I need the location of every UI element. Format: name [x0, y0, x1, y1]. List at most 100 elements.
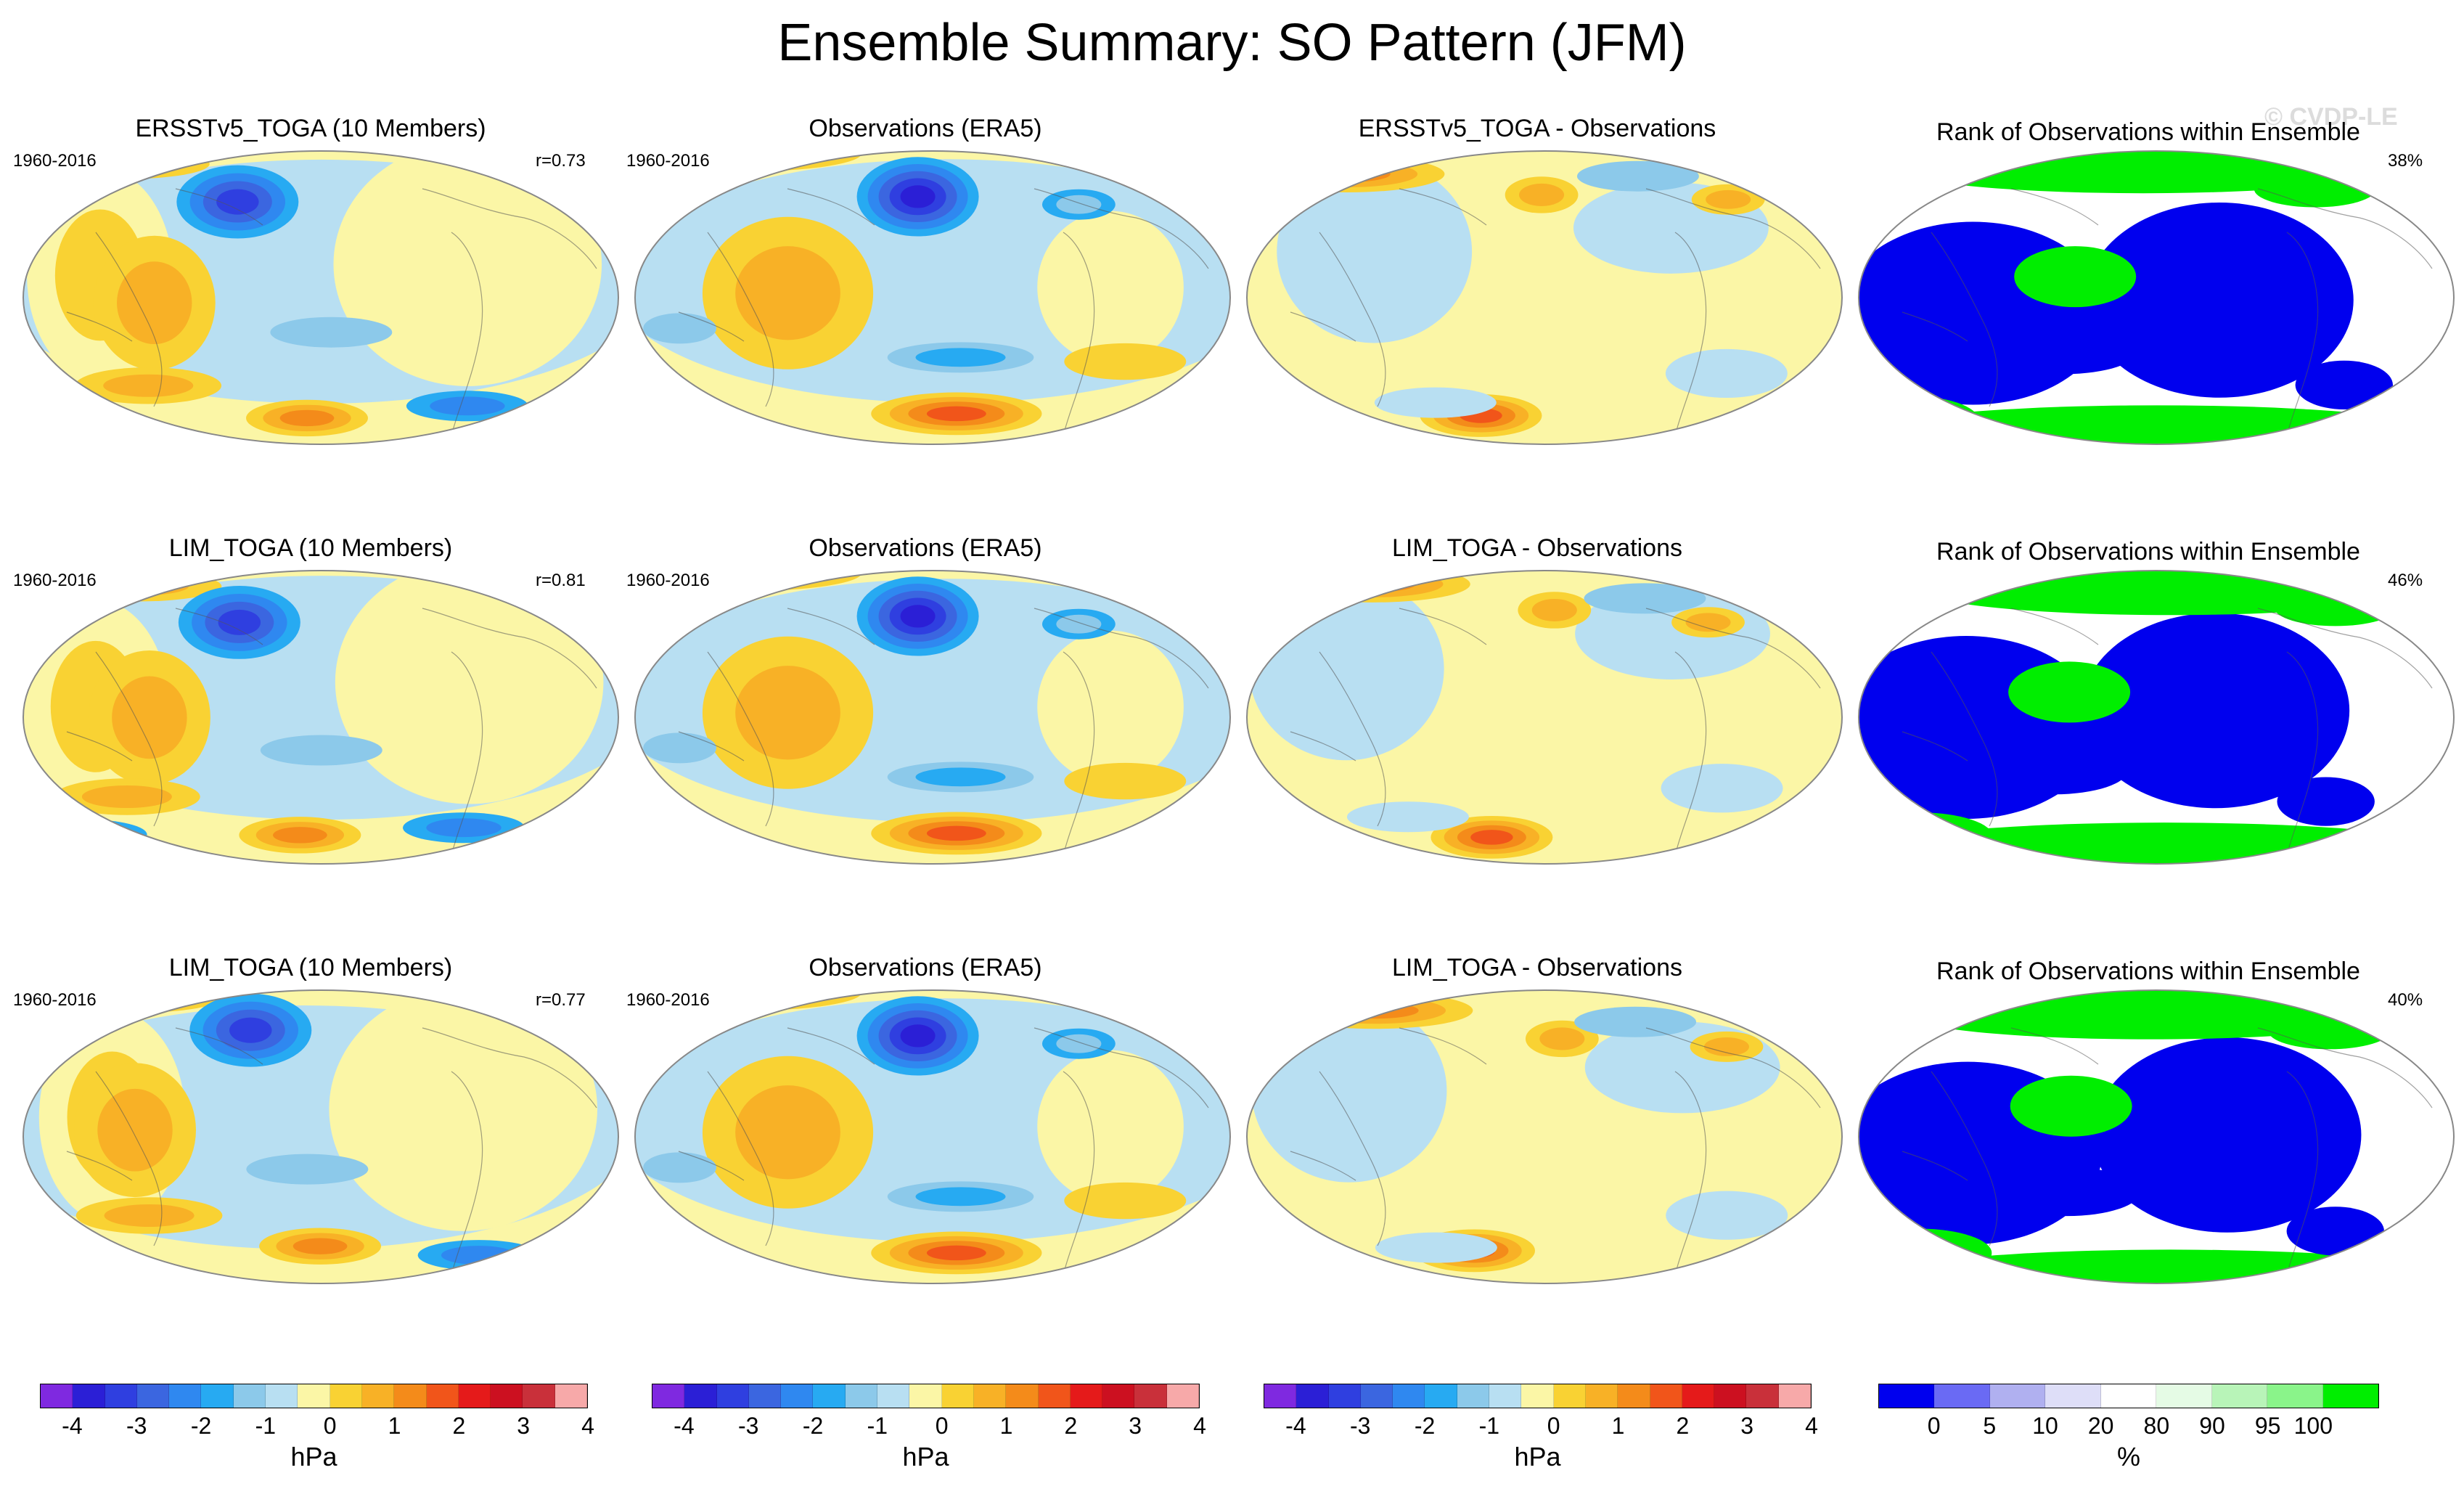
colorbar-swatch	[1296, 1384, 1329, 1408]
colorbar-tick-label: -1	[867, 1413, 888, 1439]
panel-title-obs: Observations (ERA5)	[809, 534, 1042, 562]
colorbar-tick-label: -2	[1414, 1413, 1436, 1439]
colorbar-swatch	[1714, 1384, 1747, 1408]
colorbar-swatch	[233, 1384, 266, 1408]
colorbar-swatch	[2322, 1384, 2378, 1408]
map-rank-row3	[1858, 989, 2455, 1284]
map-model-row1	[22, 150, 619, 445]
panel-period: 1960-2016	[13, 151, 97, 171]
colorbar-tick-label: 95	[2254, 1413, 2281, 1439]
map-obs-row3	[634, 989, 1231, 1284]
colorbar-tick-label: 100	[2293, 1413, 2333, 1439]
colorbar-swatch	[1585, 1384, 1618, 1408]
colorbar-swatch	[1070, 1384, 1103, 1408]
colorbar-swatch	[458, 1384, 491, 1408]
colorbar-swatch	[1746, 1384, 1779, 1408]
colorbar-swatch	[1166, 1384, 1200, 1408]
colorbar-tick-label: -1	[1478, 1413, 1500, 1439]
map-obs-row2	[634, 570, 1231, 865]
colorbar-tick-label: 4	[1193, 1413, 1206, 1439]
panel-period: 1960-2016	[626, 151, 710, 171]
colorbar-swatch	[266, 1384, 298, 1408]
panel-title-model: LIM_TOGA (10 Members)	[168, 534, 453, 562]
colorbar-tick-label: 0	[1927, 1413, 1941, 1439]
panel-period: 1960-2016	[626, 990, 710, 1010]
panel-period: 1960-2016	[13, 990, 97, 1010]
colorbar-tick-label: -1	[255, 1413, 277, 1439]
colorbar-swatch	[652, 1384, 685, 1408]
colorbar-tick-label: 3	[1740, 1413, 1754, 1439]
colorbar-swatch	[1425, 1384, 1457, 1408]
rank-percent: 40%	[2388, 990, 2423, 1010]
colorbar-hpa: -4 -3 -2 -1 0 1 2 3 4 hPa	[1264, 1384, 1818, 1471]
colorbar-swatch	[330, 1384, 362, 1408]
colorbar-tick-label: 4	[1805, 1413, 1818, 1439]
map-model-row3	[22, 989, 619, 1284]
colorbar-swatch	[2211, 1384, 2268, 1408]
colorbar-tick-label: 1	[1611, 1413, 1625, 1439]
colorbar-swatches	[40, 1384, 588, 1408]
pattern-correlation: r=0.77	[536, 990, 586, 1010]
colorbar-tick-label: 80	[2143, 1413, 2170, 1439]
colorbar-swatch	[298, 1384, 330, 1408]
colorbar-swatch	[1328, 1384, 1361, 1408]
colorbar-tick-label: 2	[1676, 1413, 1690, 1439]
colorbar-tick-label: -3	[738, 1413, 759, 1439]
colorbar-swatch	[426, 1384, 459, 1408]
colorbar-swatch	[554, 1384, 588, 1408]
pattern-correlation: r=0.73	[536, 151, 586, 171]
panel-title-diff: ERSSTv5_TOGA - Observations	[1358, 115, 1716, 142]
colorbar-swatch	[845, 1384, 878, 1408]
colorbar-swatch	[813, 1384, 846, 1408]
colorbar-tick-label: -2	[190, 1413, 212, 1439]
colorbar-swatch	[1778, 1384, 1812, 1408]
colorbar-swatch	[1521, 1384, 1554, 1408]
colorbar-tick-label: 90	[2199, 1413, 2225, 1439]
colorbar-swatch	[748, 1384, 782, 1408]
colorbar-swatch	[1264, 1384, 1297, 1408]
watermark: © CVDP-LE	[2264, 103, 2398, 131]
pattern-correlation: r=0.81	[536, 571, 586, 590]
colorbar-tick-label: 5	[1983, 1413, 1997, 1439]
rank-percent: 38%	[2388, 151, 2423, 171]
colorbar-swatch	[1102, 1384, 1135, 1408]
panel-title-rank: Rank of Observations within Ensemble	[1936, 118, 2360, 146]
colorbar-tick-label: 4	[581, 1413, 594, 1439]
colorbar-tick-label: -4	[1285, 1413, 1306, 1439]
colorbar-tick-label: -4	[674, 1413, 695, 1439]
colorbar-tick-label: 20	[2087, 1413, 2114, 1439]
colorbar-unit: hPa	[1514, 1442, 1561, 1471]
colorbar-swatch	[1134, 1384, 1167, 1408]
panel-title-diff: LIM_TOGA - Observations	[1392, 954, 1682, 981]
panel-title-obs: Observations (ERA5)	[809, 954, 1042, 981]
colorbar-tick-label: -3	[1350, 1413, 1371, 1439]
panel-title-model: ERSSTv5_TOGA (10 Members)	[135, 115, 486, 142]
colorbar-swatch	[716, 1384, 749, 1408]
panel-title-rank: Rank of Observations within Ensemble	[1936, 958, 2360, 985]
colorbar-swatch	[361, 1384, 395, 1408]
colorbar-tick-label: 0	[1547, 1413, 1560, 1439]
colorbar-swatches	[652, 1384, 1200, 1408]
colorbar-swatch	[1038, 1384, 1071, 1408]
colorbar-swatch	[1650, 1384, 1682, 1408]
colorbar-tick-label: 3	[1129, 1413, 1142, 1439]
colorbar-swatch	[1618, 1384, 1650, 1408]
colorbar-swatch	[201, 1384, 234, 1408]
colorbar-swatch	[781, 1384, 814, 1408]
colorbar-swatch	[1934, 1384, 1990, 1408]
colorbar-swatch	[2045, 1384, 2101, 1408]
rank-percent: 46%	[2388, 571, 2423, 590]
colorbar-tick-label: -2	[802, 1413, 824, 1439]
colorbar-tick-label: 3	[517, 1413, 531, 1439]
colorbar-swatch	[1879, 1384, 1935, 1408]
panel-title-model: LIM_TOGA (10 Members)	[168, 954, 453, 981]
map-diff-row1	[1246, 150, 1843, 445]
colorbar-swatch	[973, 1384, 1007, 1408]
panel-period: 1960-2016	[13, 571, 97, 590]
colorbar-swatch	[169, 1384, 202, 1408]
map-diff-row2	[1246, 570, 1843, 865]
colorbar-swatch	[136, 1384, 170, 1408]
colorbar-swatch	[41, 1384, 73, 1408]
map-rank-row1	[1858, 150, 2455, 445]
colorbar-swatch	[491, 1384, 523, 1408]
